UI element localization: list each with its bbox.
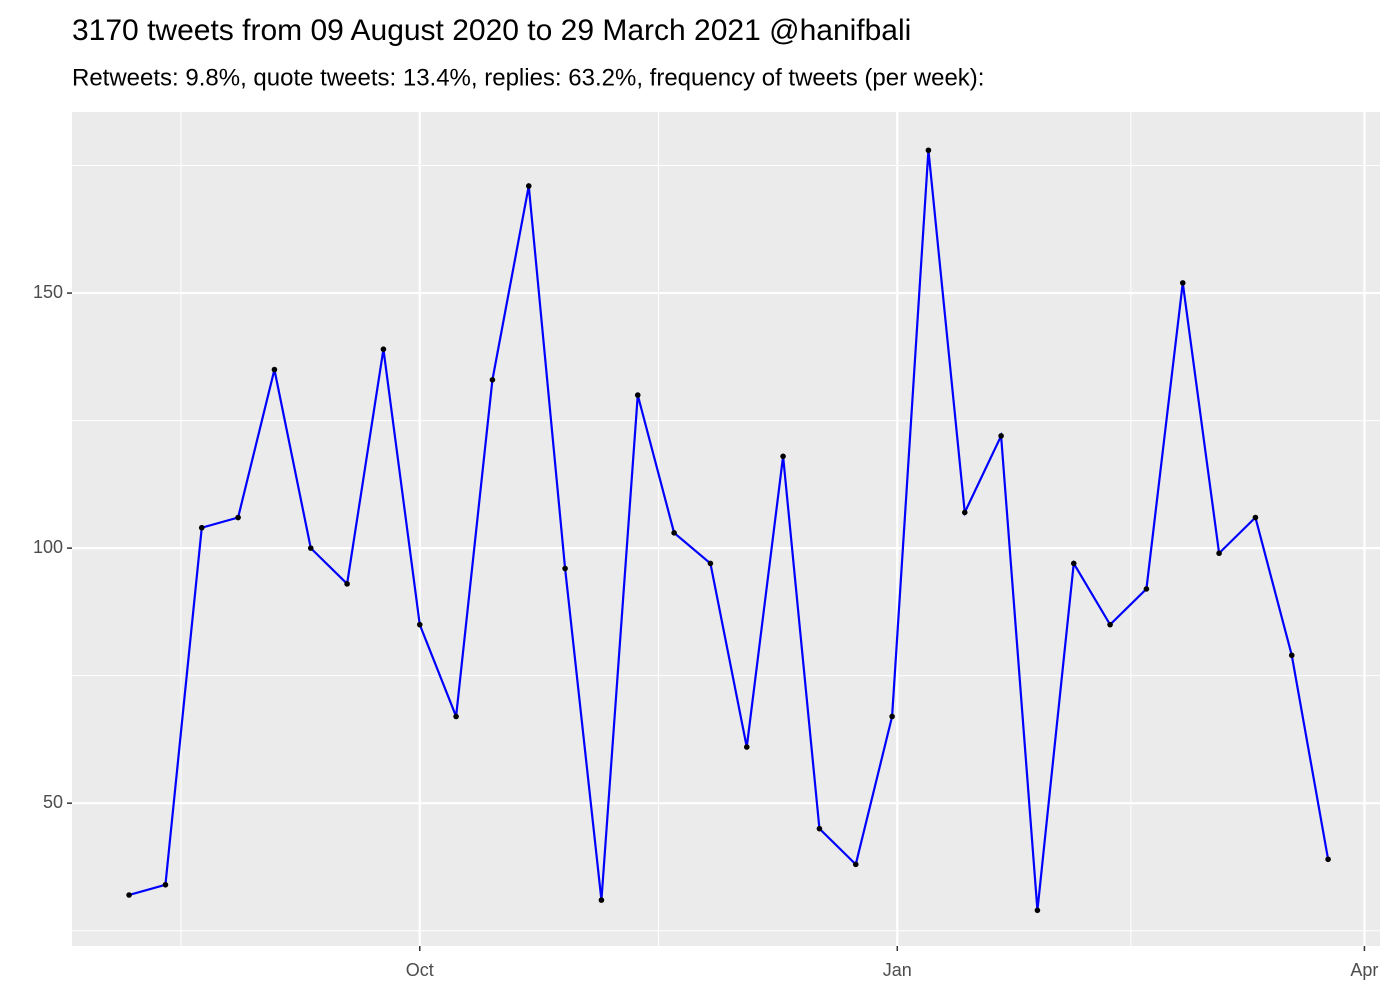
chart-subtitle: Retweets: 9.8%, quote tweets: 13.4%, rep… bbox=[72, 64, 984, 91]
panel bbox=[72, 112, 1380, 946]
point bbox=[1034, 907, 1041, 914]
point bbox=[925, 147, 932, 154]
y-tick-label: 150 bbox=[33, 282, 63, 302]
point bbox=[1252, 514, 1259, 521]
point bbox=[598, 897, 605, 903]
point bbox=[562, 565, 568, 572]
point bbox=[961, 509, 968, 516]
point bbox=[1107, 621, 1113, 628]
point bbox=[1216, 550, 1222, 557]
point bbox=[162, 881, 169, 888]
point bbox=[852, 861, 859, 868]
y-tick-label: 50 bbox=[43, 792, 63, 812]
x-tick-label: Apr bbox=[1350, 960, 1378, 980]
point bbox=[671, 530, 677, 536]
x-tick-label: Jan bbox=[883, 960, 912, 980]
point bbox=[525, 183, 532, 189]
point bbox=[271, 366, 278, 373]
point bbox=[634, 392, 641, 398]
y-tick-label: 100 bbox=[33, 537, 63, 557]
x-tick-label: Oct bbox=[406, 960, 434, 980]
point bbox=[707, 560, 714, 567]
point bbox=[780, 453, 786, 460]
point bbox=[1179, 280, 1186, 286]
point bbox=[816, 825, 823, 832]
point bbox=[489, 376, 496, 383]
point bbox=[235, 514, 241, 521]
point bbox=[126, 892, 132, 898]
point bbox=[1070, 560, 1077, 567]
point bbox=[453, 713, 459, 720]
line bbox=[128, 150, 1330, 911]
chart-title: 3170 tweets from 09 August 2020 to 29 Ma… bbox=[72, 14, 911, 47]
point bbox=[998, 433, 1004, 439]
point bbox=[307, 545, 314, 551]
point bbox=[380, 346, 387, 352]
point bbox=[743, 744, 750, 750]
point bbox=[889, 713, 895, 720]
point bbox=[1288, 652, 1295, 659]
point bbox=[1325, 856, 1331, 863]
point bbox=[1143, 586, 1150, 592]
point bbox=[416, 621, 423, 628]
point bbox=[344, 581, 350, 587]
point bbox=[198, 524, 205, 531]
